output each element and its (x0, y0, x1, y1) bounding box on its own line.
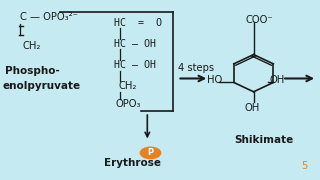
Text: OPO₃: OPO₃ (116, 99, 141, 109)
Text: P: P (148, 148, 154, 158)
Text: Erythrose: Erythrose (105, 158, 162, 168)
Text: HC — OH: HC — OH (114, 60, 156, 70)
Text: 4 steps: 4 steps (178, 63, 214, 73)
Text: HC — OH: HC — OH (114, 39, 156, 49)
Text: HO: HO (207, 75, 222, 85)
Text: 5: 5 (301, 161, 308, 171)
Text: COO⁻: COO⁻ (246, 15, 273, 25)
Text: CH₂: CH₂ (118, 82, 137, 91)
Text: Shikimate: Shikimate (235, 135, 294, 145)
Text: HC  =  O: HC = O (114, 18, 162, 28)
Text: enolpyruvate: enolpyruvate (3, 82, 81, 91)
Circle shape (140, 147, 161, 159)
Text: C — OPO₃²⁻: C — OPO₃²⁻ (20, 12, 78, 22)
Text: OH: OH (269, 75, 285, 85)
Text: Phospho-: Phospho- (4, 66, 59, 75)
Text: OH: OH (244, 103, 259, 113)
Text: CH₂: CH₂ (23, 41, 41, 51)
